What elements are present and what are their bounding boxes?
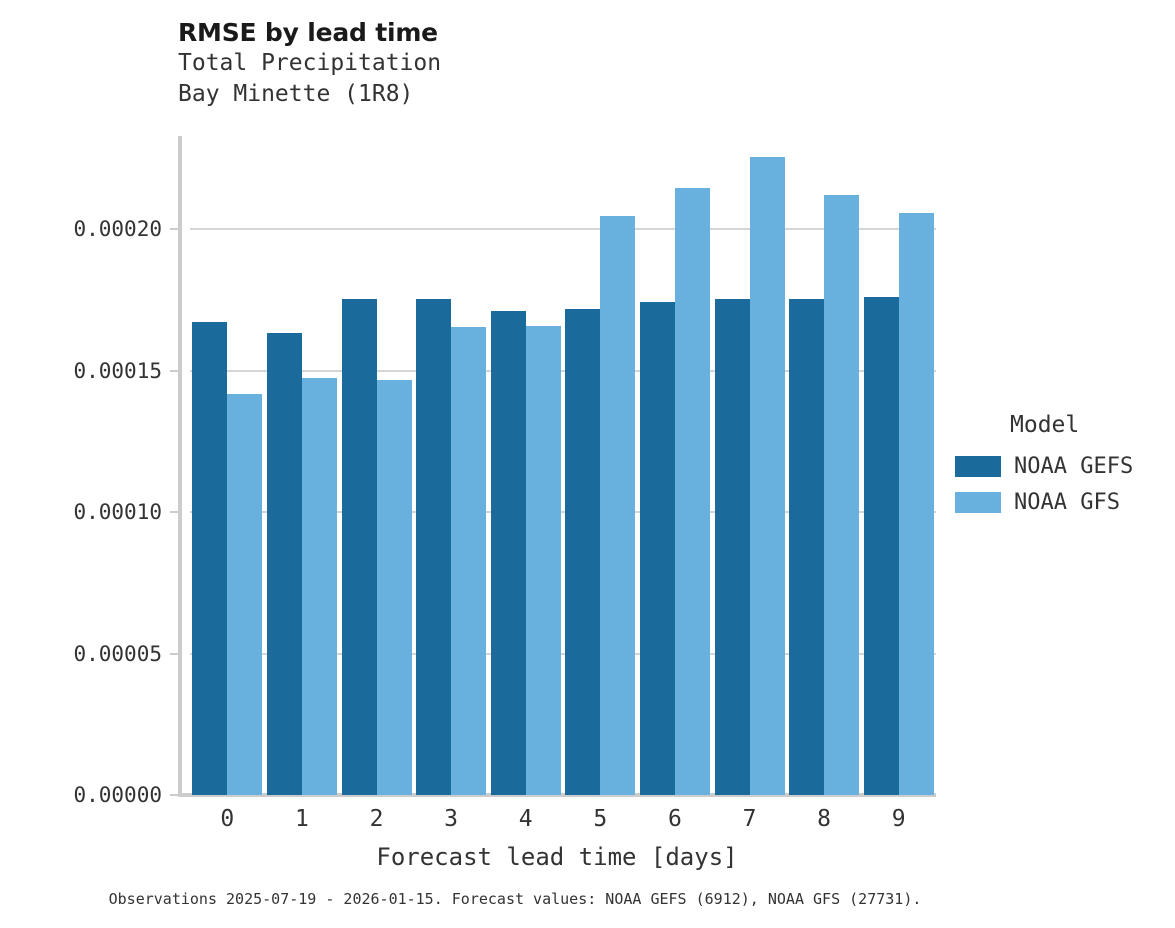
bar-noaa-gefs-1 [266,333,302,795]
bar-noaa-gefs-0 [192,322,228,795]
legend-swatch-icon [955,491,1001,513]
bar-noaa-gefs-9 [863,296,899,795]
bar-noaa-gfs-0 [227,393,263,795]
x-tick-label: 3 [444,806,459,832]
y-tick-label: 0.00000 [73,783,162,807]
bar-noaa-gefs-2 [341,299,377,795]
x-tick-label: 0 [220,806,235,832]
gridline [190,511,936,514]
bar-noaa-gefs-3 [416,299,452,795]
bar-noaa-gefs-4 [490,310,526,795]
legend-title: Model [1010,412,1080,438]
plot-area [190,136,936,795]
bar-noaa-gfs-3 [451,326,487,795]
bar-noaa-gfs-7 [749,156,785,795]
bar-noaa-gfs-2 [376,379,412,795]
bar-noaa-gfs-5 [600,216,636,795]
y-tick-mark [170,369,179,372]
x-tick-label: 9 [891,806,906,832]
y-tick-mark [170,228,179,231]
legend-item-label: NOAA GEFS [1014,453,1134,479]
y-tick-label: 0.00010 [73,500,162,525]
bar-noaa-gfs-8 [824,195,860,795]
legend-entries: NOAA GEFS NOAA GFS [955,450,1175,518]
chart-caption: Observations 2025-07-19 - 2026-01-15. Fo… [108,890,922,908]
bar-noaa-gfs-6 [674,188,710,795]
gridline [190,369,936,372]
legend-swatch-icon [955,455,1001,477]
y-tick-label: 0.00005 [73,641,162,666]
chart-title: RMSE by lead time [178,18,438,47]
chart-subtitle: Total Precipitation Bay Minette (1R8) [178,50,442,107]
bar-noaa-gfs-4 [525,325,561,795]
bar-noaa-gefs-6 [639,301,675,795]
bar-noaa-gfs-9 [898,213,934,795]
title-block: RMSE by lead time Total Precipitation Ba… [178,18,878,110]
legend: Model NOAA GEFS NOAA GFS [955,412,1175,522]
legend-item-noaa-gefs[interactable]: NOAA GEFS [955,450,1175,482]
legend-item-label: NOAA GFS [1014,489,1120,515]
bar-noaa-gefs-5 [565,308,601,795]
x-tick-label: 6 [667,806,682,832]
x-tick-label: 7 [742,806,757,832]
gridline [190,228,936,231]
y-axis-spine [178,136,182,797]
y-axis-label: RMSE [mm/s] [0,140,2,280]
y-tick-label: 0.00015 [73,358,162,383]
y-tick-mark [170,652,179,655]
bar-noaa-gefs-8 [789,298,825,795]
x-axis-label: Forecast lead time [days] [376,843,738,871]
gridline [190,652,936,655]
x-tick-label: 8 [817,806,832,832]
x-tick-label: 2 [369,806,384,832]
x-tick-label: 1 [294,806,309,832]
x-tick-label: 4 [518,806,533,832]
bar-noaa-gfs-1 [301,378,337,795]
x-axis-spine [178,793,936,797]
legend-item-noaa-gfs[interactable]: NOAA GFS [955,486,1175,518]
x-tick-label: 5 [593,806,608,832]
y-tick-mark [170,511,179,514]
bar-noaa-gefs-7 [714,298,750,795]
y-tick-mark [170,794,179,796]
y-tick-label: 0.00020 [73,217,162,242]
